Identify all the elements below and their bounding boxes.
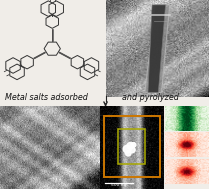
Bar (104, 116, 160, 177)
Polygon shape (148, 5, 166, 92)
Point (127, 152, 130, 155)
Point (130, 148, 134, 151)
Point (132, 143, 135, 146)
Bar (118, 129, 145, 164)
Text: and pyrolyzed: and pyrolyzed (122, 93, 179, 102)
Text: 500 nm: 500 nm (111, 183, 128, 187)
Point (129, 144, 132, 147)
Text: Metal salts adsorbed: Metal salts adsorbed (5, 93, 87, 102)
Point (125, 148, 129, 151)
Polygon shape (145, 5, 170, 92)
